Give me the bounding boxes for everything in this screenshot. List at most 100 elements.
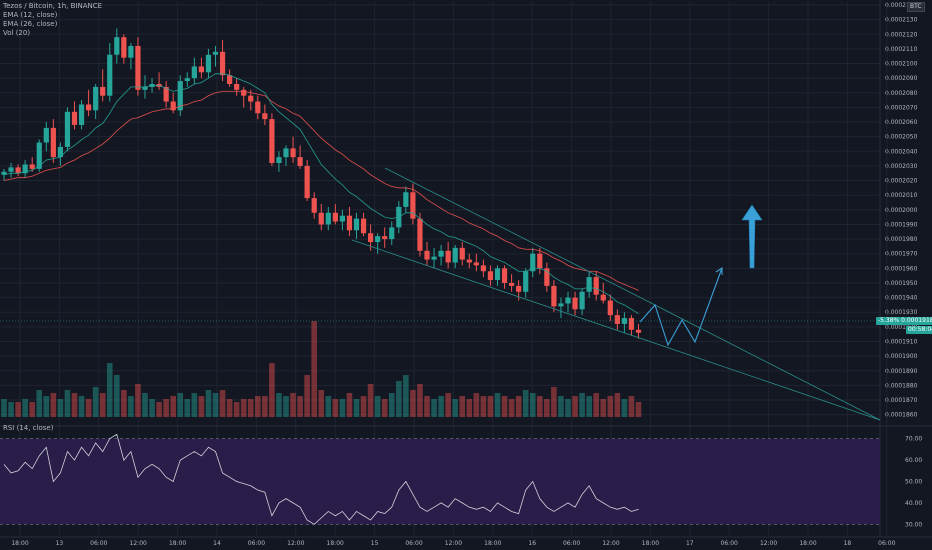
volume-bar [558, 396, 564, 417]
volume-bar [522, 390, 529, 417]
volume-bar [36, 390, 43, 417]
candle-body [36, 142, 42, 169]
candle-body [22, 164, 28, 174]
volume-bar [198, 396, 205, 417]
candle-body [459, 247, 465, 260]
candle-body [121, 37, 127, 58]
candle-body [544, 268, 550, 286]
volume-bar [170, 396, 176, 417]
y-tick-label: 0.0001870 [885, 397, 918, 404]
volume-bar [339, 399, 346, 417]
x-tick-label: 18:00 [484, 540, 501, 547]
candle-body [593, 277, 599, 295]
volume-bar [212, 393, 219, 417]
x-tick-label: 18:00 [799, 540, 816, 547]
candle-body [234, 84, 240, 90]
volume-bar [64, 390, 71, 417]
volume-bar [149, 399, 155, 417]
projection-path [639, 267, 723, 347]
volume-bar [121, 390, 127, 417]
y-tick-label: 0.0002110 [885, 46, 918, 53]
volume-bar [226, 399, 233, 417]
volume-bar [325, 396, 332, 417]
candle-body [466, 259, 472, 263]
volume-bar [22, 399, 28, 417]
legend-ema12: EMA (12, close) [3, 11, 58, 19]
candle-body [551, 285, 557, 307]
x-tick-label: 12:00 [287, 540, 304, 547]
volume-bar [410, 390, 416, 417]
volume-bar [396, 381, 402, 417]
y-tick-label: 0.0001900 [885, 353, 918, 360]
volume-bar [445, 393, 451, 417]
volume-bar [240, 399, 247, 417]
legend-vol: Vol (20) [3, 29, 31, 37]
candle-body [64, 111, 71, 147]
candle-body [339, 215, 345, 222]
candle-body [452, 247, 458, 263]
volume-bar [304, 375, 310, 417]
candle-body [304, 165, 310, 199]
x-tick-label: 06:00 [248, 540, 265, 547]
candle-body [586, 277, 592, 292]
candle-body [262, 113, 268, 120]
volume-bar [106, 363, 113, 417]
candle-body [191, 66, 197, 79]
x-tick-label: 12:00 [130, 540, 147, 547]
candle-body [494, 268, 501, 281]
candle-body [530, 253, 536, 272]
candle-body [375, 236, 381, 243]
candle-body [417, 218, 423, 251]
candle-body [332, 212, 338, 222]
volume-bar [135, 384, 141, 417]
y-tick-label: 0.0002070 [885, 104, 918, 111]
candle-body [1, 171, 7, 175]
candle-body [325, 212, 331, 225]
volume-bar [15, 402, 21, 417]
candle-body [523, 271, 529, 292]
candle-body [368, 233, 374, 243]
candle-body [142, 86, 148, 90]
candle-body [248, 95, 254, 102]
volume-bar [431, 399, 437, 417]
y-tick-label: 0.0001880 [885, 382, 918, 389]
y-tick-label: 0.0002100 [885, 61, 918, 68]
candle-body [353, 218, 360, 231]
candle-body [100, 86, 106, 96]
x-tick-label: 18:00 [327, 540, 344, 547]
candle-body [29, 164, 35, 169]
currency-badge[interactable]: BTC [907, 2, 925, 12]
volume-bar [537, 396, 543, 417]
candle-body [516, 285, 522, 292]
candle-body [227, 75, 233, 85]
volume-bar [635, 402, 642, 417]
volume-bar [353, 399, 360, 417]
y-tick-label: 0.0001990 [885, 221, 918, 228]
candle-body [86, 104, 92, 111]
volume-bar [43, 396, 50, 417]
y-tick-label: 0.0001940 [885, 295, 918, 302]
legend-rsi: RSI (14, close) [3, 424, 54, 432]
volume-bar [628, 396, 635, 417]
y-tick-label: 0.0001980 [885, 236, 918, 243]
candle-body [15, 167, 21, 174]
wedge-lower-line [351, 239, 881, 421]
candle-body [403, 192, 409, 207]
volume-bar [128, 396, 134, 417]
candle-body [71, 111, 78, 125]
volume-bar [480, 396, 487, 417]
ema12-line [3, 73, 639, 315]
candle-body [382, 236, 388, 240]
volume-bar [262, 396, 268, 417]
y-tick-label: 0.0001930 [885, 309, 918, 316]
volume-bar [565, 399, 571, 417]
y-tick-label: 0.0001950 [885, 280, 918, 287]
volume-bar [403, 375, 409, 417]
volume-bar [551, 387, 557, 417]
volume-bar [99, 393, 106, 417]
candle-body [360, 218, 367, 234]
x-tick-label: 12:00 [760, 540, 777, 547]
x-tick-label: 12:00 [445, 540, 462, 547]
candle-body [43, 127, 49, 143]
